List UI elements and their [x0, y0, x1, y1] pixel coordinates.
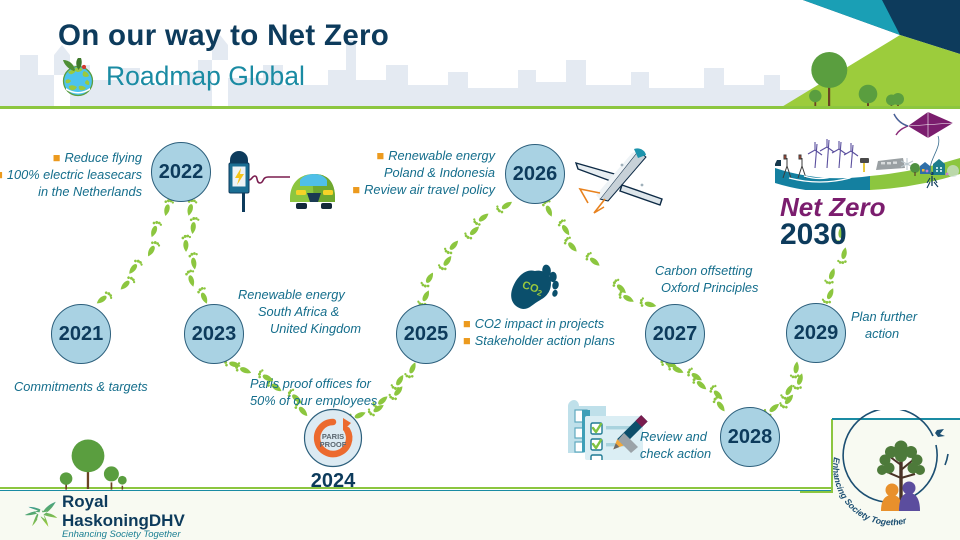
svg-text:PROOF: PROOF — [320, 440, 347, 449]
